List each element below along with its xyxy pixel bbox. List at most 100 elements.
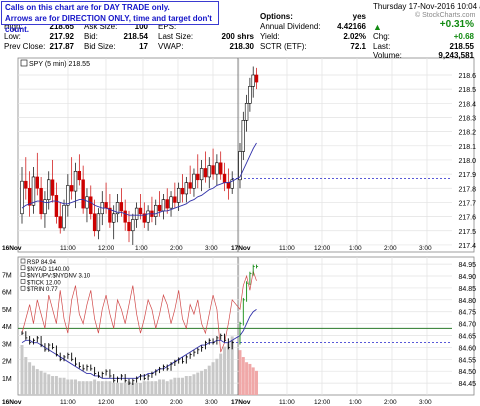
candle-body [222, 173, 227, 183]
volume-bar [146, 381, 150, 395]
candle-body [47, 179, 51, 200]
x-tick-label: 11:00 [279, 245, 295, 252]
volume-bar [112, 382, 116, 395]
candle-body [73, 170, 78, 192]
candle-body [123, 210, 127, 223]
x-tick-label: 2:00 [170, 245, 183, 252]
volume-bar [196, 372, 200, 395]
panel1-title: SPY (5 min) 218.55 [29, 61, 90, 68]
x-tick-label: 11:00 [60, 245, 76, 252]
volume-bar [47, 374, 51, 395]
candle-body [248, 86, 252, 104]
candle-body [62, 204, 66, 229]
rsp-tick-label: 84.95 [458, 262, 476, 269]
date-time: Thursday 17-Nov-2016 10:04 am [373, 2, 480, 11]
candle-body [66, 185, 70, 206]
stat-value: 218.65 [49, 22, 74, 31]
rsp-tick-label: 84.70 [458, 322, 476, 329]
volume-bar [177, 377, 181, 395]
volume-bar [93, 379, 97, 395]
note-line-1: Calls on this chart are for DAY TRADE on… [5, 3, 170, 12]
volume-bar [28, 362, 32, 395]
legend-entry: $TRIN 0.77 [27, 287, 58, 293]
volume-bar [165, 381, 169, 395]
volume-bar [248, 363, 252, 395]
yield-value: 2.02% [343, 32, 366, 41]
volume-tick-label: 2M [2, 359, 12, 366]
options-label: Options: [260, 12, 293, 21]
volume-bar [158, 379, 162, 395]
candle-body [154, 204, 158, 217]
candle-body [161, 199, 166, 212]
legend-entry: $TICK 12.00 [27, 280, 61, 286]
candle-body [211, 165, 215, 175]
volume-bar [35, 369, 39, 395]
candle-body [173, 196, 177, 203]
legend-swatch [20, 285, 26, 291]
x-tick-label: 2:00 [384, 399, 397, 406]
volume-bar [131, 382, 135, 395]
candle-body [254, 74, 259, 83]
panel-frame [17, 57, 475, 253]
x-tick-label: 1:00 [349, 245, 362, 252]
candle-body [134, 207, 139, 220]
legend-entry: $NYUPV:$NYDNV 3.10 [27, 274, 91, 280]
candle-body [165, 199, 169, 209]
candle-body [241, 120, 245, 152]
volume-bar [39, 370, 43, 395]
price-tick-label: 217.7 [458, 200, 476, 207]
x-tick-label: 12:00 [98, 245, 115, 252]
candle-body [24, 180, 28, 189]
volume-bar [241, 357, 245, 395]
candle-body [89, 196, 93, 215]
stat-label: VWAP: [158, 42, 184, 51]
stat-value: 200 shrs [221, 32, 254, 41]
candle-body [69, 185, 74, 192]
stat-label: Low: [4, 32, 21, 41]
candle-body [31, 176, 36, 206]
volume-bar [119, 382, 123, 395]
volume-bar [31, 365, 35, 395]
legend-swatch [20, 279, 26, 284]
volume-bar [255, 370, 258, 395]
x-tick-label: 3:00 [419, 245, 432, 252]
rsp-tick-label: 84.90 [458, 274, 476, 281]
volume-bar [74, 379, 77, 395]
stat-label: Bid Size: [84, 42, 116, 51]
volume-value: 9,243,581 [438, 51, 474, 60]
dividend-value: 4.42166 [337, 22, 366, 31]
x-tick-label: 17Nov [231, 245, 251, 252]
candle-body [112, 213, 116, 223]
volume-bar [89, 381, 93, 395]
candle-body [77, 170, 82, 181]
volume-bar [161, 379, 165, 395]
candle-body [180, 187, 185, 195]
candle-body [157, 204, 162, 212]
candle-body [54, 195, 59, 217]
stat-value: 217.87 [49, 42, 74, 51]
stat-label: EPS: [158, 22, 177, 31]
stat-label: Last Size: [158, 32, 194, 41]
candle-body [188, 182, 192, 189]
price-tick-label: 217.5 [458, 229, 476, 236]
candle-body [226, 182, 231, 189]
legend-swatch [20, 272, 26, 277]
price-tick-label: 218.1 [458, 144, 476, 151]
rsp-tick-label: 84.85 [458, 286, 476, 293]
candle-body [196, 173, 200, 181]
legend-entry: RSP 84.94 [27, 260, 57, 266]
volume-bar [184, 376, 188, 395]
candle-body [58, 216, 62, 229]
volume-bar [116, 382, 120, 395]
candle-body [203, 168, 208, 178]
dividend-label: Annual Dividend: [260, 22, 321, 31]
rsp-tick-label: 84.50 [458, 369, 476, 376]
x-tick-label: 2:00 [384, 245, 397, 252]
chg-label: Chg: [373, 32, 390, 41]
price-tick-label: 217.4 [458, 243, 476, 250]
candle-body [96, 213, 101, 232]
stat-value: 218.30 [229, 42, 254, 51]
sctr-label: SCTR (ETF): [260, 42, 307, 51]
stat-value: 218.54 [123, 32, 148, 41]
volume-bar [219, 353, 223, 395]
